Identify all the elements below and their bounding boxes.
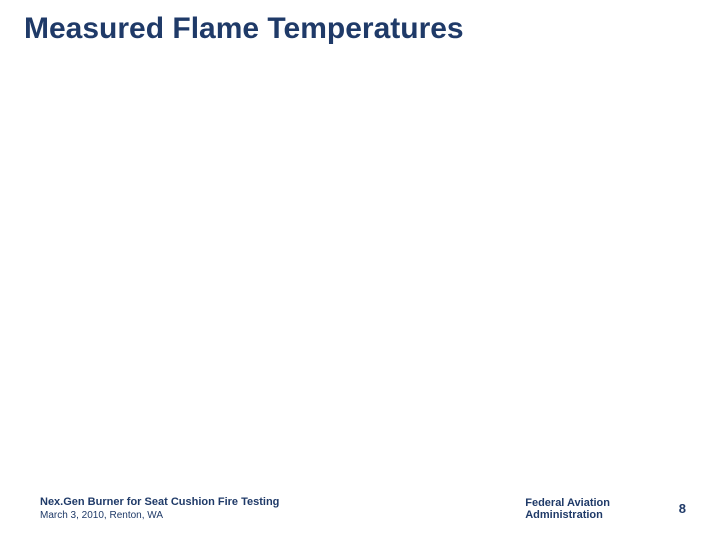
footer-presentation-title: Nex.Gen Burner for Seat Cushion Fire Tes… — [40, 496, 279, 509]
page-number: 8 — [679, 501, 686, 516]
footer-left: Nex.Gen Burner for Seat Cushion Fire Tes… — [40, 496, 279, 522]
slide-title: Measured Flame Temperatures — [24, 12, 464, 46]
footer-org-line1: Federal Aviation — [525, 497, 610, 510]
footer-org-line2: Administration — [525, 509, 610, 522]
footer-date-location: March 3, 2010, Renton, WA — [40, 509, 279, 522]
slide-footer: Nex.Gen Burner for Seat Cushion Fire Tes… — [0, 474, 720, 522]
footer-center: Federal Aviation Administration — [525, 497, 610, 522]
slide: Measured Flame Temperatures Nex.Gen Burn… — [0, 0, 720, 540]
